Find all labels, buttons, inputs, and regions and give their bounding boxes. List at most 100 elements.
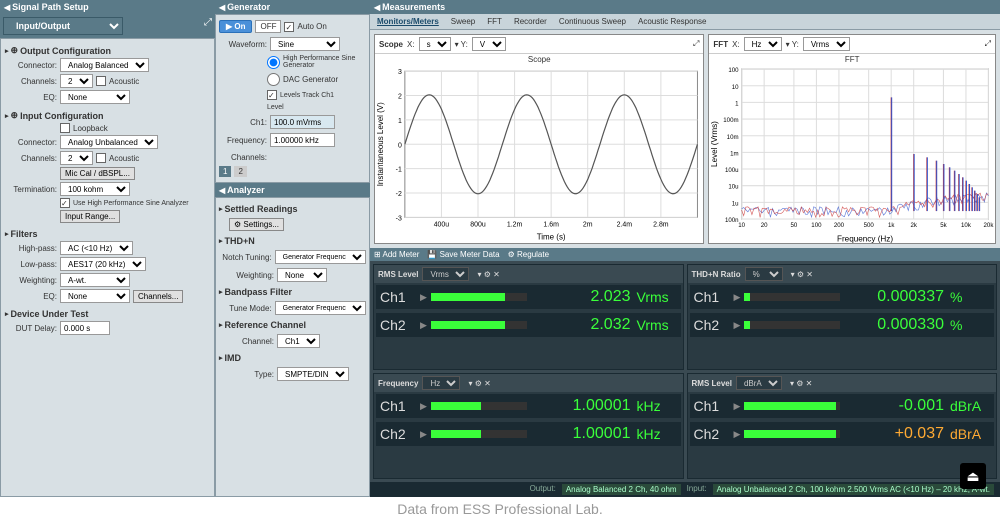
acoustic-label: Acoustic [109, 77, 139, 86]
output-connector-select[interactable]: Analog Balanced [60, 58, 149, 72]
svg-text:2.4m: 2.4m [617, 221, 633, 228]
settings-button[interactable]: ⚙ Settings... [229, 218, 284, 231]
ch1-level-input[interactable] [270, 115, 335, 129]
expand-output-icon[interactable]: ⊕ [11, 45, 19, 56]
waveform-label: Waveform: [219, 40, 267, 49]
status-output: Analog Balanced 2 Ch, 40 ohm [562, 484, 681, 495]
meter-channel-label: Ch1 [694, 289, 734, 305]
input-connector-select[interactable]: Analog Unbalanced [60, 135, 158, 149]
svg-text:Instantaneous Level (V): Instantaneous Level (V) [376, 102, 385, 186]
scope-y-select[interactable]: V [472, 37, 506, 51]
expand-icon[interactable]: ⤢ [204, 17, 212, 28]
input-range-button[interactable]: Input Range... [60, 210, 120, 223]
meter-rms-level: RMS Level dBrA ▾ ⚙ ✕ Ch1 ▶ -0.001 dBrA C… [687, 373, 998, 479]
svg-text:2k: 2k [911, 222, 918, 229]
meter-unit-select[interactable]: % [745, 267, 783, 281]
tune-select[interactable]: Generator Frequency [275, 301, 366, 315]
dac-gen-label: DAC Generator [283, 75, 338, 84]
notch-select[interactable]: Generator Frequency [275, 250, 366, 264]
freq-input[interactable] [270, 133, 335, 147]
regulate-button[interactable]: ⚙ Regulate [508, 250, 549, 259]
svg-text:10: 10 [732, 84, 739, 91]
ess-badge-icon: ⏏ [960, 463, 986, 489]
svg-text:2: 2 [398, 94, 402, 101]
fft-chart: FFT X:Hz ▾ Y:Vrms ⤢ FFT 100101100m10m1m1… [708, 34, 996, 244]
tab-monitors-meters[interactable]: Monitors/Meters [374, 16, 442, 27]
charts-row: Scope X:s ▾ Y:V ⤢ Scope -3-2-10123400u80… [370, 30, 1000, 248]
waveform-select[interactable]: Sine [270, 37, 340, 51]
ch-toggle-2[interactable]: 2 [234, 166, 246, 177]
output-channels-select[interactable]: 2 [60, 74, 93, 88]
ch-toggle-1[interactable]: 1 [219, 166, 231, 177]
meter-unit: Vrms [637, 317, 677, 333]
fft-x-select[interactable]: Hz [744, 37, 782, 51]
hiperf-checkbox[interactable] [60, 198, 70, 208]
tab-acoustic-response[interactable]: Acoustic Response [635, 16, 709, 27]
hiperf-sine-radio[interactable] [267, 56, 280, 69]
scope-chart: Scope X:s ▾ Y:V ⤢ Scope -3-2-10123400u80… [374, 34, 704, 244]
svg-text:1k: 1k [888, 222, 895, 229]
add-meter-button[interactable]: ⊞ Add Meter [374, 250, 419, 259]
analyzer-collapse-icon[interactable]: ◀ [219, 186, 225, 195]
output-eq-select[interactable]: None [60, 90, 130, 104]
dac-gen-radio[interactable] [267, 73, 280, 86]
meter-unit-select[interactable]: Vrms [422, 267, 469, 281]
fft-y-select[interactable]: Vrms [803, 37, 850, 51]
mic-cal-button[interactable]: Mic Cal / dBSPL... [60, 167, 135, 180]
meter-row: Ch1 ▶ 2.023 Vrms [376, 285, 681, 309]
meas-collapse-icon[interactable]: ◀ [374, 3, 380, 12]
signal-path-title: Signal Path Setup [12, 2, 89, 12]
meter-row: Ch2 ▶ 1.00001 kHz [376, 422, 681, 446]
gen-collapse-icon[interactable]: ◀ [219, 3, 225, 12]
save-meter-button[interactable]: 💾 Save Meter Data [427, 250, 499, 259]
collapse-icon[interactable]: ◀ [4, 3, 10, 12]
meter-unit: Vrms [637, 289, 677, 305]
meter-value: +0.037 [844, 425, 944, 443]
meter-unit: dBrA [950, 398, 990, 414]
tab-fft[interactable]: FFT [484, 16, 505, 27]
svg-text:-3: -3 [396, 215, 402, 222]
scope-x-select[interactable]: s [419, 37, 451, 51]
channels-button[interactable]: Channels... [133, 290, 183, 303]
io-dropdown[interactable]: Input/Output [3, 17, 123, 35]
lowpass-select[interactable]: AES17 (20 kHz) [60, 257, 146, 271]
fft-plot-area[interactable]: 100101100m10m1m100u10u1u100n102050100200… [709, 65, 995, 243]
meter-unit: kHz [637, 398, 677, 414]
imd-type-select[interactable]: SMPTE/DIN [277, 367, 349, 381]
dut-delay-label: DUT Delay: [5, 324, 57, 333]
expand-input-icon[interactable]: ⊕ [11, 110, 19, 121]
fft-title: FFT [713, 40, 728, 49]
input-acoustic-checkbox[interactable] [96, 153, 106, 163]
meter-bar [744, 402, 840, 410]
input-channels-select[interactable]: 2 [60, 151, 93, 165]
tab-sweep[interactable]: Sweep [448, 16, 478, 27]
meter-row: Ch1 ▶ 1.00001 kHz [376, 394, 681, 418]
scope-expand-icon[interactable]: ⤢ [693, 39, 699, 49]
refch-select[interactable]: Ch1 [277, 334, 320, 348]
dut-delay-input[interactable] [60, 321, 110, 335]
meter-unit-select[interactable]: dBrA [736, 376, 782, 390]
auto-on-checkbox[interactable] [284, 22, 294, 32]
meter-frequency: Frequency Hz ▾ ⚙ ✕ Ch1 ▶ 1.00001 kHz Ch2… [373, 373, 684, 479]
scope-plot-area[interactable]: -3-2-10123400u800u1.2m1.6m2m2.4m2.8m Tim… [375, 65, 703, 243]
highpass-select[interactable]: AC (<10 Hz) [60, 241, 133, 255]
meter-row: Ch1 ▶ -0.001 dBrA [690, 394, 995, 418]
levels-track-checkbox[interactable] [267, 90, 277, 100]
meter-header: Frequency Hz ▾ ⚙ ✕ [374, 374, 683, 392]
signal-path-panel: ◀ Signal Path Setup Input/Output ⤢ ⊕Outp… [0, 0, 215, 497]
meter-bar [431, 321, 527, 329]
gen-on-button[interactable]: ▶ On [219, 20, 252, 33]
termination-select[interactable]: 100 kohm [60, 182, 130, 196]
fft-expand-icon[interactable]: ⤢ [985, 39, 991, 49]
analyzer-header: ◀Analyzer [215, 183, 370, 197]
scope-chart-title: Scope [375, 54, 703, 65]
meter-unit-select[interactable]: Hz [422, 376, 460, 390]
filter-eq-select[interactable]: None [60, 289, 130, 303]
tab-recorder[interactable]: Recorder [511, 16, 550, 27]
tab-continuous-sweep[interactable]: Continuous Sweep [556, 16, 629, 27]
weighting-select[interactable]: A-wt. [60, 273, 130, 287]
output-acoustic-checkbox[interactable] [96, 76, 106, 86]
loopback-checkbox[interactable] [60, 123, 70, 133]
weight-select[interactable]: None [277, 268, 327, 282]
svg-text:5k: 5k [941, 222, 948, 229]
